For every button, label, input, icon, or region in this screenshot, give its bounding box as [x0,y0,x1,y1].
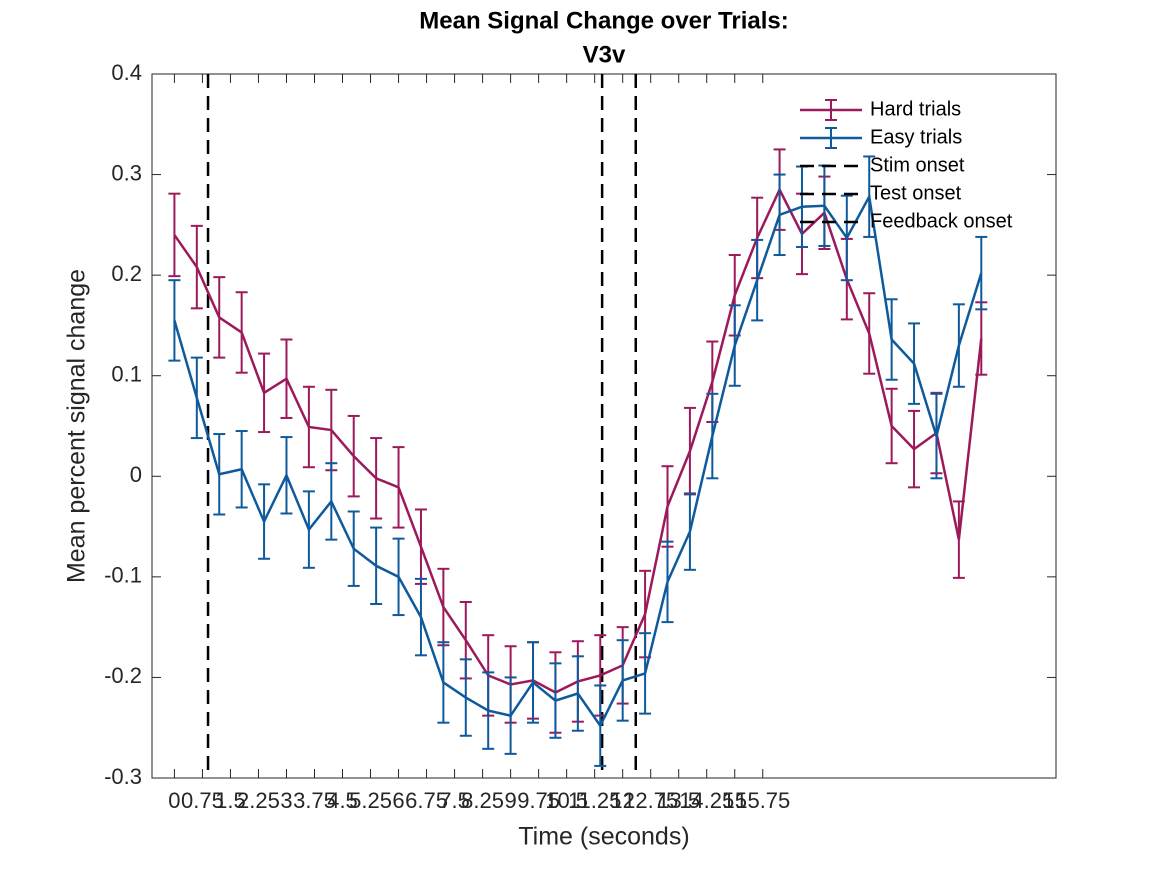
legend-label: Stim onset [870,154,965,176]
plot-area [151,73,1057,779]
y-tick-label: -0.3 [104,764,142,789]
legend-label: Test onset [870,182,962,204]
x-tick-label: 15.75 [735,788,790,813]
x-tick-label: 12 [610,788,634,813]
x-tick-label: 3 [280,788,292,813]
y-tick-label: 0.3 [111,160,142,185]
x-tick-label: 2.25 [237,788,280,813]
chart-subtitle: V3v [583,41,626,68]
x-tick-label: 0.75 [181,788,224,813]
series-line [173,192,983,729]
error-bar [168,192,181,278]
legend-label: Hard trials [870,98,961,120]
y-tick-label: 0 [130,462,142,487]
x-tick-label: 8.25 [461,788,504,813]
legend-label: Easy trials [870,126,962,148]
legend: Hard trials Easy trials Stim onset Test ons… [800,98,1013,232]
y-tick-label: -0.1 [104,563,142,588]
legend-label: Feedback onset [870,210,1013,232]
y-tick-label: 0.4 [111,60,142,85]
x-tick-label: 5.25 [349,788,392,813]
y-tick-label: -0.2 [104,663,142,688]
x-tick-label: 10.5 [545,788,588,813]
x-tick-label: 3.75 [293,788,336,813]
x-tick-label: 1.5 [215,788,246,813]
x-tick-label: 6 [392,788,404,813]
y-tick-label: 0.2 [111,261,142,286]
x-axis-label: Time (seconds) [518,823,689,851]
x-tick-label: 9 [504,788,516,813]
x-tick-label: 6.75 [405,788,448,813]
x-tick-label: 15 [723,788,747,813]
x-tick-label: 7.5 [439,788,470,813]
x-tick-label: 9.75 [517,788,560,813]
chart-title: Mean Signal Change over Trials: [419,7,788,34]
y-tick-label: 0.1 [111,362,142,387]
x-tick-label: 12.75 [623,788,678,813]
error-bar [975,235,988,311]
x-tick-label: 0 [168,788,180,813]
x-tick-label: 14.25 [679,788,734,813]
y-axis-label: Mean percent signal change [63,269,91,583]
x-tick-label: 13.5 [657,788,700,813]
series [168,155,988,767]
x-tick-label: 4.5 [327,788,358,813]
x-tick-label: 11.25 [568,788,621,813]
